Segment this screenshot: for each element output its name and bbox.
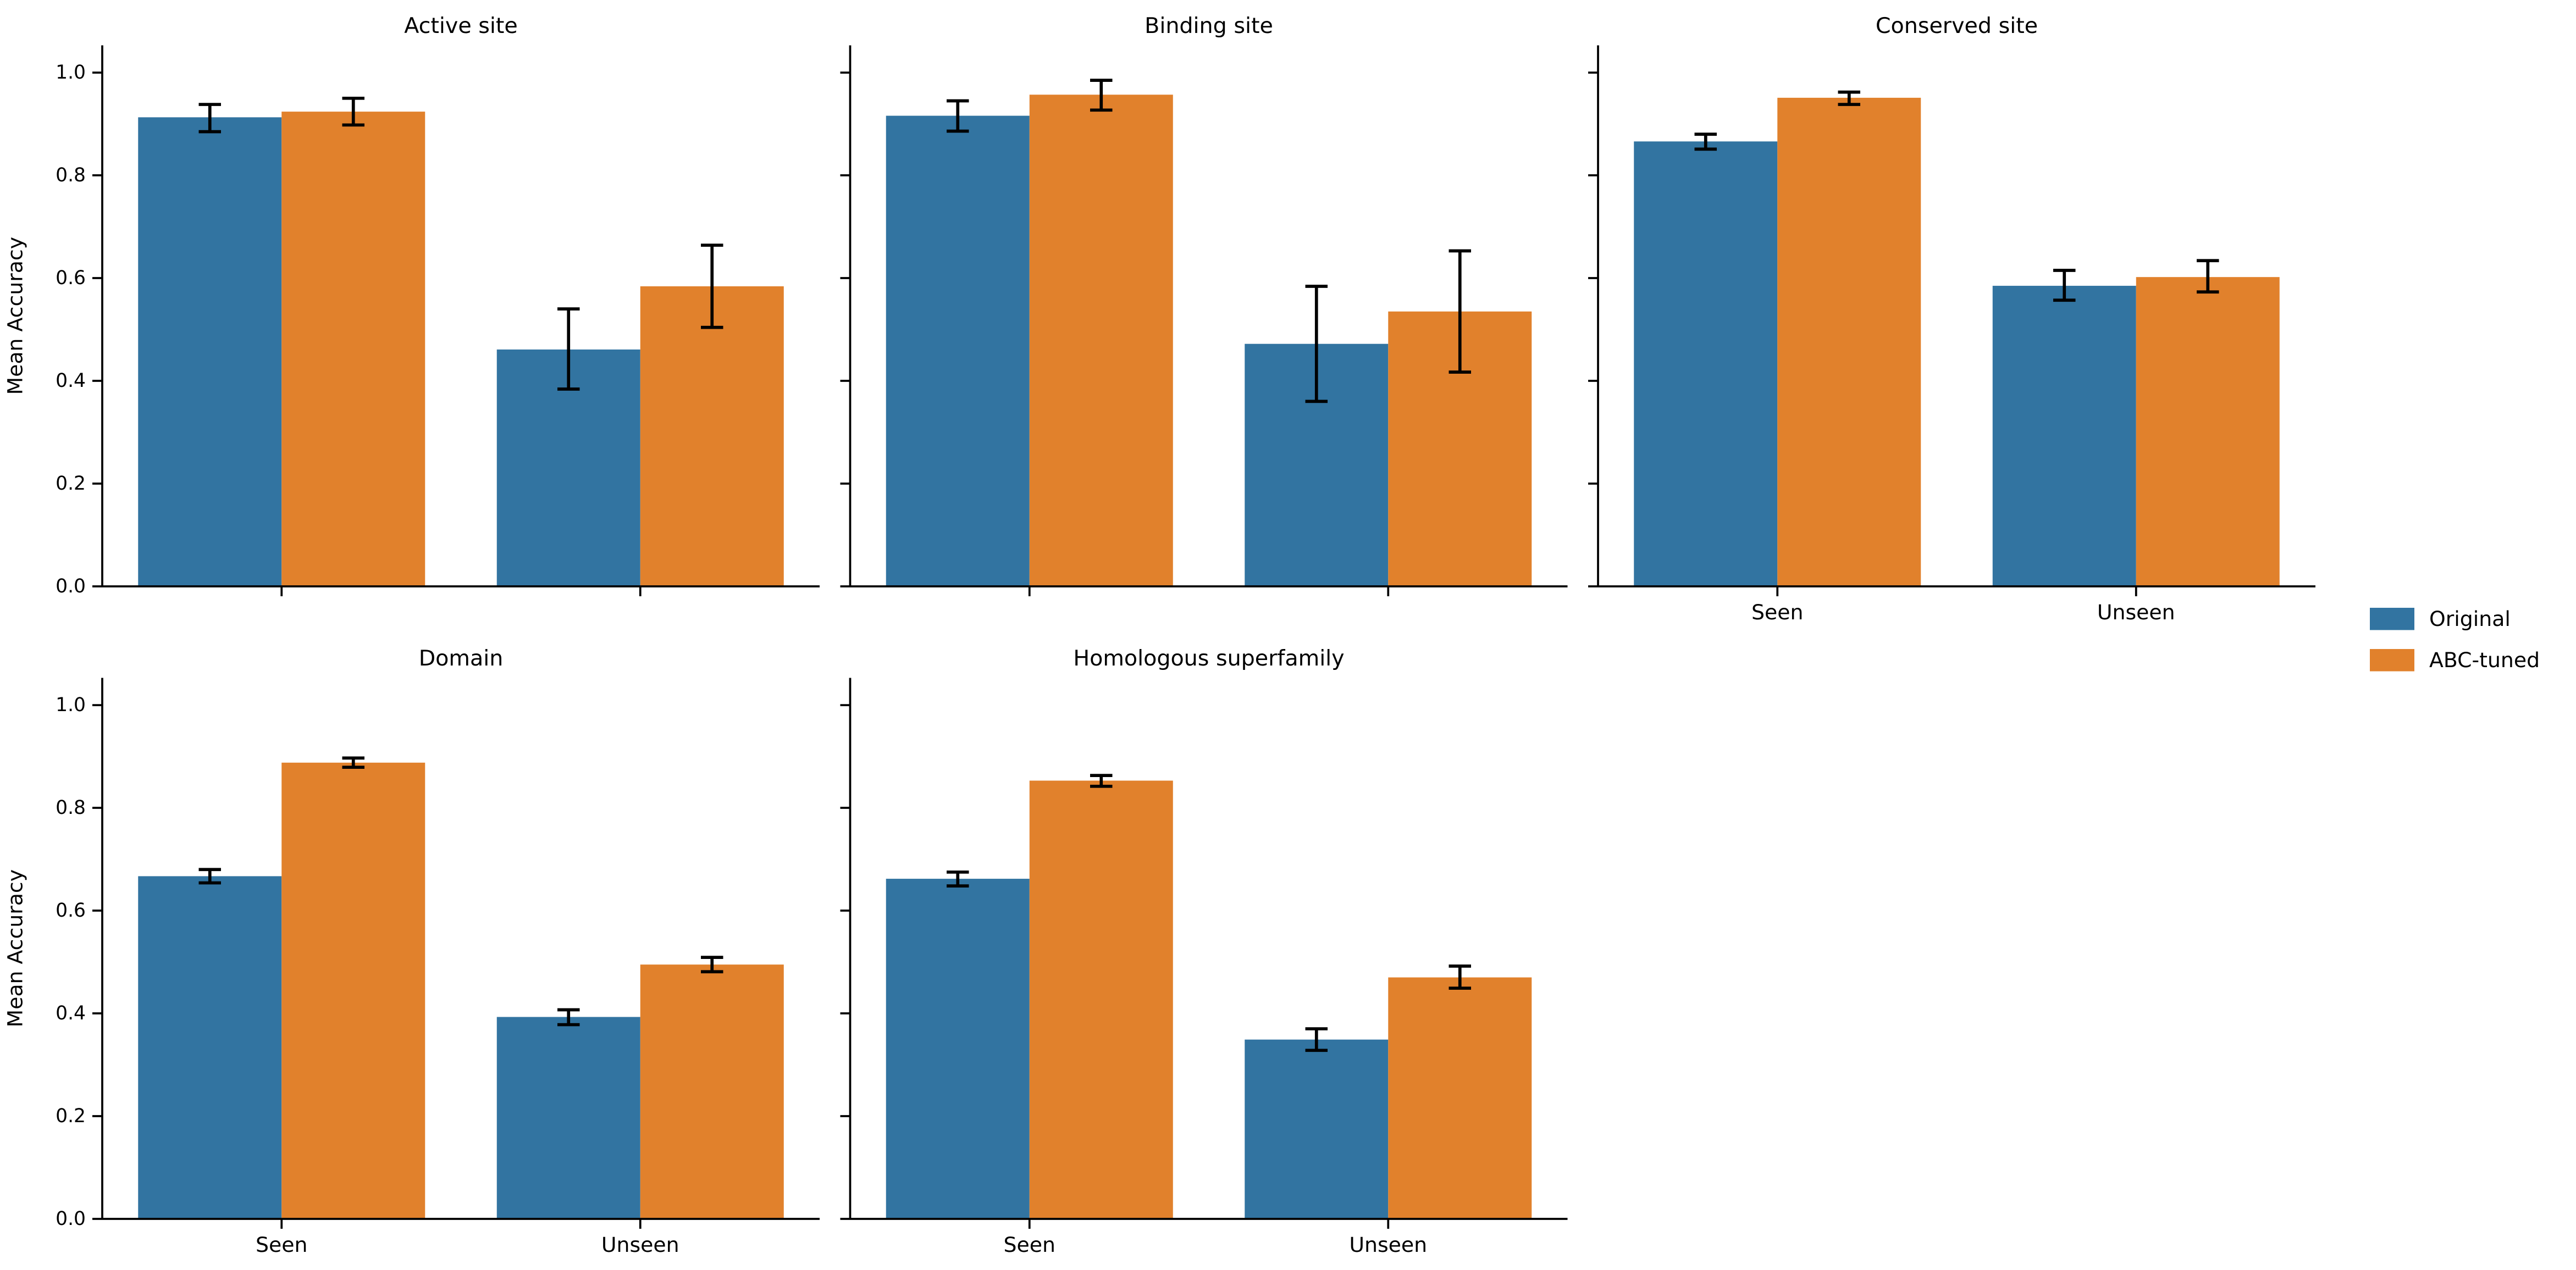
y-tick-label: 0.4 [56,370,86,392]
y-tick-label: 0.2 [56,1105,86,1127]
y-tick-label: 0.8 [56,164,86,186]
legend-label: Original [2429,607,2511,631]
facet-title: Homologous superfamily [1073,646,1344,671]
legend-swatch-original [2370,607,2414,630]
bar-original-unseen [1245,1039,1389,1219]
bar-original-unseen [496,1017,640,1219]
facet-binding-site [840,45,1568,596]
bar-original-seen [886,115,1030,586]
y-axis-label: Mean Accuracy [3,869,27,1028]
facet-conserved-site [1588,45,2315,596]
bar-abc-tuned-unseen [2136,277,2280,586]
x-tick-label: Unseen [601,1233,679,1257]
facet-active-site [92,45,820,596]
bar-original-seen [138,876,282,1219]
y-axis-label: Mean Accuracy [3,237,27,395]
x-tick-label: Unseen [1349,1233,1427,1257]
bar-abc-tuned-seen [281,112,425,586]
legend-swatch-abc-tuned [2370,649,2414,672]
y-tick-label: 0.6 [56,900,86,922]
bar-abc-tuned-unseen [640,286,784,586]
y-tick-label: 1.0 [56,694,86,716]
facet-title: Domain [419,646,504,671]
x-tick-label: Seen [1004,1233,1055,1257]
bar-abc-tuned-seen [1777,97,1921,586]
y-tick-label: 0.0 [56,575,86,597]
y-tick-label: 1.0 [56,62,86,84]
bar-original-unseen [1992,286,2136,586]
x-tick-label: Unseen [2097,600,2175,624]
bar-abc-tuned-unseen [1388,977,1532,1219]
y-tick-label: 0.0 [56,1208,86,1230]
bar-original-seen [1634,141,1778,586]
legend [2370,607,2414,672]
bar-abc-tuned-unseen [640,964,784,1219]
x-tick-label: Seen [256,1233,307,1257]
facet-title: Binding site [1145,13,1273,38]
facet-title: Active site [404,13,518,38]
bar-abc-tuned-seen [281,762,425,1219]
bar-original-seen [138,117,282,586]
facet-domain [92,678,820,1229]
legend-label: ABC-tuned [2429,648,2540,672]
facet-homologous-superfamily [840,678,1568,1229]
bar-original-seen [886,879,1030,1219]
y-tick-label: 0.6 [56,267,86,289]
y-tick-label: 0.4 [56,1002,86,1024]
y-tick-label: 0.8 [56,797,86,819]
y-tick-label: 0.2 [56,473,86,495]
x-tick-label: Seen [1751,600,1803,624]
bar-abc-tuned-seen [1029,95,1173,586]
bar-abc-tuned-seen [1029,780,1173,1219]
facet-title: Conserved site [1876,13,2038,38]
